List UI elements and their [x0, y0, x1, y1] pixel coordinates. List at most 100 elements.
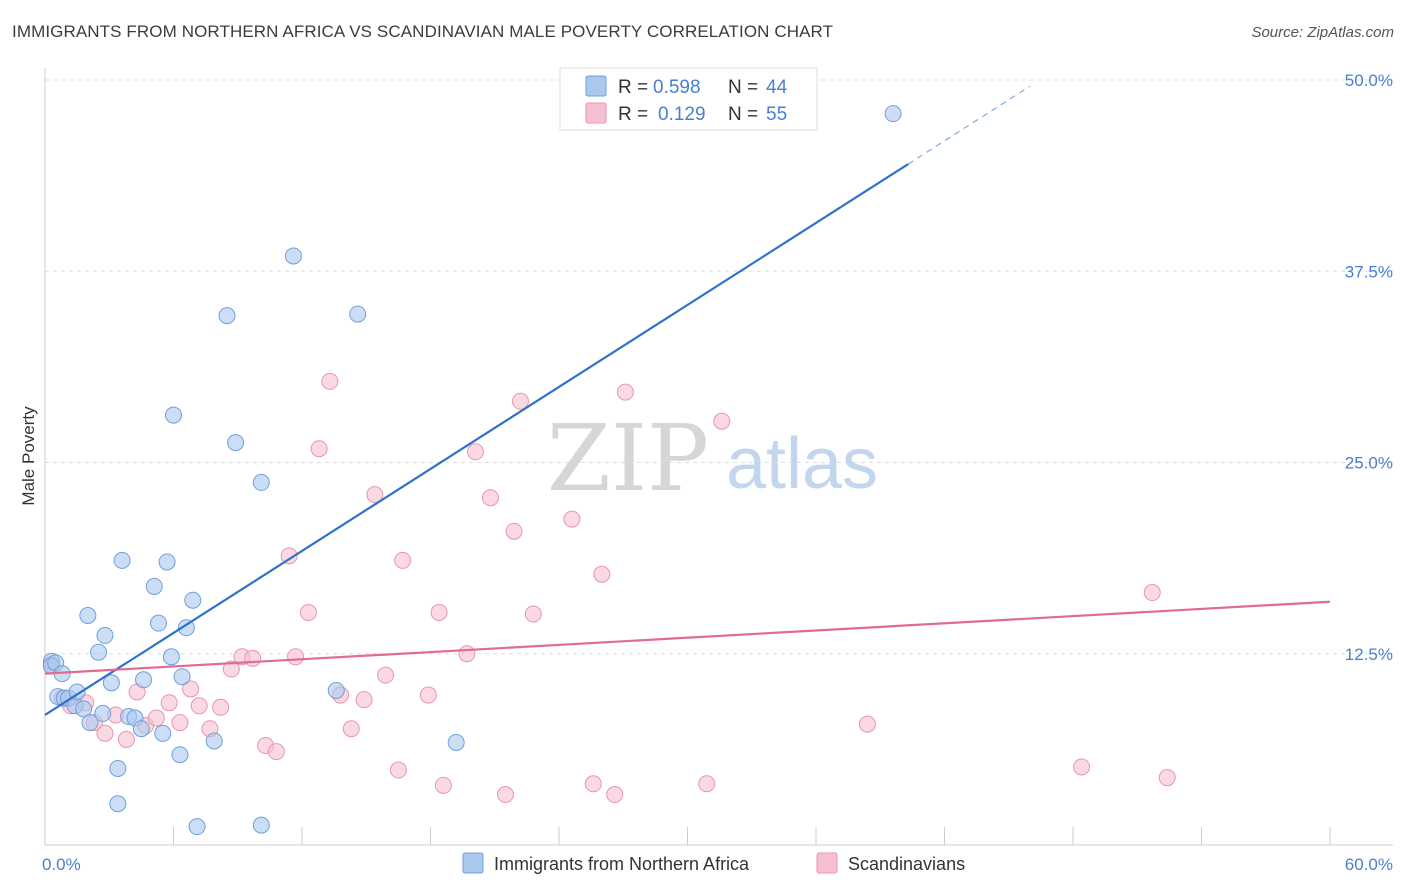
immigrants-point	[218, 307, 236, 325]
immigrants-point	[145, 577, 163, 595]
immigrants-point	[102, 674, 120, 692]
immigrants-point	[109, 795, 127, 813]
chart-title: IMMIGRANTS FROM NORTHERN AFRICA VS SCAND…	[12, 22, 834, 41]
scandinavians-point	[342, 720, 360, 738]
legend-item-immigrants: Immigrants from Northern Africa	[494, 854, 750, 874]
scandinavians-point	[1158, 769, 1176, 787]
scandinavians-point	[511, 392, 529, 410]
scandinavians-point	[430, 603, 448, 621]
y-axis-label: Male Poverty	[19, 406, 38, 506]
scandinavians-point	[171, 714, 189, 732]
immigrants-point	[184, 591, 202, 609]
immigrants-point	[132, 720, 150, 738]
scandinavians-point	[182, 680, 200, 698]
immigrants-trendline-extension	[907, 85, 1031, 165]
scandinavians-point	[147, 709, 165, 727]
scandinavians-point	[394, 551, 412, 569]
immigrants-point	[81, 714, 99, 732]
immigrants-point	[252, 473, 270, 491]
immigrants-point	[79, 607, 97, 624]
legend-item-immigrants-swatch	[462, 852, 484, 874]
scandinavians-point	[713, 412, 731, 430]
scandinavians-point	[117, 730, 135, 748]
immigrants-point	[94, 704, 112, 722]
legend-r-label: R =	[618, 104, 648, 125]
legend-stats-box: R = 0.598 N = 44 R = 0.129 N = 55	[559, 67, 818, 131]
immigrants-point	[177, 619, 195, 637]
scandinavians-point	[1073, 758, 1091, 776]
scandinavians-point	[267, 743, 285, 761]
source-credit: Source: ZipAtlas.com	[1251, 24, 1394, 41]
immigrants-point	[162, 648, 180, 666]
legend-series: Immigrants from Northern Africa Scandina…	[462, 852, 965, 874]
scandinavians-point	[280, 547, 298, 565]
immigrants-point	[227, 434, 245, 452]
trendlines	[44, 85, 1331, 716]
watermark-atlas: atlas	[726, 424, 878, 504]
scandinavians-point	[458, 645, 476, 663]
scandinavians-point	[299, 603, 317, 621]
immigrants-point	[171, 746, 189, 764]
x-tick-label: 60.0%	[1345, 855, 1393, 874]
scandinavians-point	[321, 372, 339, 390]
axes	[44, 68, 1393, 846]
y-tick-label: 50.0%	[1345, 71, 1393, 90]
immigrants-point	[188, 818, 206, 836]
scandinavians-point	[698, 775, 716, 793]
scandinavians-point	[389, 761, 407, 779]
immigrants-point	[113, 551, 131, 569]
scandinavians-point	[496, 786, 514, 804]
legend-item-scandinavians-swatch	[816, 852, 838, 874]
scandinavians-point	[190, 697, 208, 715]
scandinavians-point	[212, 698, 230, 716]
scandinavians-point	[419, 686, 437, 704]
legend-n-value: 44	[766, 77, 788, 98]
legend-n-label: N =	[728, 77, 758, 98]
immigrants-point	[884, 105, 902, 123]
scandinavians-point	[593, 565, 611, 583]
scandinavians-point	[287, 648, 305, 666]
scandinavians-point	[563, 510, 581, 528]
scandinavians-trendline	[44, 600, 1331, 675]
legend-r-value: 0.129	[658, 104, 706, 125]
scandinavians-point	[244, 649, 262, 667]
immigrants-point	[447, 733, 465, 751]
legend-n-label: N =	[728, 104, 758, 125]
x-tick-label: 0.0%	[42, 855, 81, 874]
immigrants-point	[284, 247, 302, 265]
scandinavians-point	[1143, 584, 1161, 602]
immigrants-trendline	[44, 163, 909, 716]
immigrants-point	[173, 668, 191, 686]
watermark-zip: ZIP	[547, 405, 709, 512]
watermark: ZIP atlas	[547, 405, 878, 512]
scandinavians-point	[584, 775, 602, 793]
scandinavians-point	[616, 383, 634, 401]
legend-r-value: 0.598	[653, 77, 701, 98]
immigrants-point	[154, 724, 172, 742]
legend-item-scandinavians: Scandinavians	[848, 854, 965, 874]
scandinavians-point	[434, 776, 452, 794]
legend-n-value: 55	[766, 104, 787, 125]
immigrants-point	[96, 626, 114, 644]
scandinavians-point	[96, 724, 114, 742]
y-tick-label: 12.5%	[1345, 645, 1393, 664]
scandinavians-point	[222, 660, 240, 678]
immigrants-point	[90, 643, 108, 661]
immigrants-point	[158, 553, 176, 571]
scandinavians-point	[377, 666, 395, 684]
legend-blue-swatch	[585, 75, 607, 97]
scandinavians-point	[524, 605, 542, 623]
immigrants-point	[75, 700, 93, 718]
immigrants-point	[327, 681, 345, 699]
gridlines	[45, 79, 1393, 655]
scandinavians-point	[160, 694, 178, 712]
legend-pink-swatch	[585, 102, 607, 124]
immigrants-point	[252, 816, 270, 834]
legend-r-label: R =	[618, 77, 648, 98]
y-tick-label: 25.0%	[1345, 454, 1393, 473]
scandinavians-point	[481, 489, 499, 507]
immigrants-point	[135, 671, 153, 689]
immigrants-point	[109, 760, 127, 777]
scandinavians-point	[505, 522, 523, 540]
